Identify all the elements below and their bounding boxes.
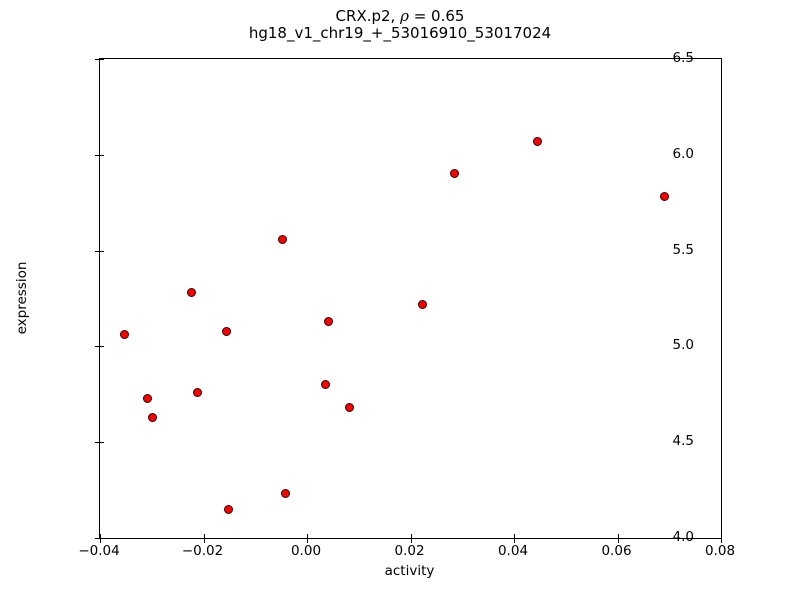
x-tick-mark — [617, 538, 619, 543]
data-point — [192, 387, 202, 397]
data-point — [281, 489, 291, 499]
x-tick-label: −0.04 — [78, 543, 120, 559]
y-tick-mark-inner — [100, 59, 104, 60]
x-tick-label: −0.02 — [181, 543, 224, 559]
chart-title: CRX.p2, ρ = 0.65 hg18_v1_chr19_+_5301691… — [0, 8, 800, 42]
data-point — [148, 412, 158, 422]
data-point — [533, 136, 543, 146]
x-tick-mark — [203, 538, 205, 543]
x-tick-label: 0.08 — [704, 543, 736, 559]
y-tick-mark-inner — [100, 250, 104, 252]
data-point — [120, 330, 130, 340]
data-point — [278, 234, 288, 244]
chart-title-line-2: hg18_v1_chr19_+_53016910_53017024 — [248, 23, 552, 42]
y-tick-mark-inner — [100, 154, 104, 156]
data-points-layer — [100, 59, 721, 538]
x-tick-mark-inner — [307, 534, 308, 538]
data-point — [222, 326, 232, 336]
y-tick-mark — [95, 442, 100, 444]
data-point — [223, 504, 233, 514]
x-tick-mark-inner — [721, 534, 722, 538]
x-tick-label: 0.02 — [394, 543, 425, 559]
x-tick-mark — [410, 538, 412, 543]
data-point — [320, 380, 330, 390]
title-prefix: CRX.p2, — [335, 7, 401, 25]
x-tick-mark — [307, 538, 308, 543]
data-point — [143, 393, 153, 403]
x-tick-mark — [514, 538, 515, 543]
y-tick-label: 4.5 — [672, 433, 694, 450]
x-tick-mark — [100, 538, 101, 543]
x-tick-label: 0.04 — [497, 543, 529, 559]
y-tick-mark — [95, 154, 100, 156]
y-tick-label: 6.0 — [672, 145, 694, 162]
y-tick-label: 5.0 — [672, 337, 694, 354]
chart-title-line-1: CRX.p2, ρ = 0.65 — [0, 8, 800, 25]
y-axis-label: expression — [14, 261, 30, 335]
x-tick-mark-inner — [203, 534, 205, 538]
data-point — [345, 403, 355, 413]
x-tick-mark-inner — [514, 534, 515, 538]
data-point — [418, 299, 428, 309]
y-tick-mark-inner — [100, 346, 104, 348]
y-tick-label: 6.5 — [672, 50, 694, 66]
title-suffix: = 0.65 — [408, 7, 465, 25]
y-tick-label: 5.5 — [672, 241, 694, 258]
y-tick-label: 4.0 — [672, 529, 694, 545]
x-tick-mark-inner — [100, 534, 101, 538]
x-axis-label: activity — [384, 563, 435, 579]
y-tick-mark — [95, 538, 100, 539]
data-point — [186, 288, 196, 298]
y-tick-mark — [95, 250, 100, 252]
x-tick-mark-inner — [617, 534, 619, 538]
x-tick-mark — [721, 538, 722, 543]
data-point — [449, 169, 459, 179]
data-point — [659, 192, 669, 202]
rho-symbol: ρ — [400, 7, 409, 25]
x-tick-mark-inner — [410, 534, 412, 538]
data-point — [323, 316, 333, 326]
y-tick-mark-inner — [100, 442, 104, 444]
y-tick-mark-inner — [100, 538, 104, 539]
y-tick-mark — [95, 346, 100, 348]
plot-area — [95, 58, 722, 543]
x-tick-label: 0.06 — [601, 543, 632, 559]
x-tick-label: 0.00 — [290, 543, 322, 559]
y-tick-mark — [95, 59, 100, 60]
